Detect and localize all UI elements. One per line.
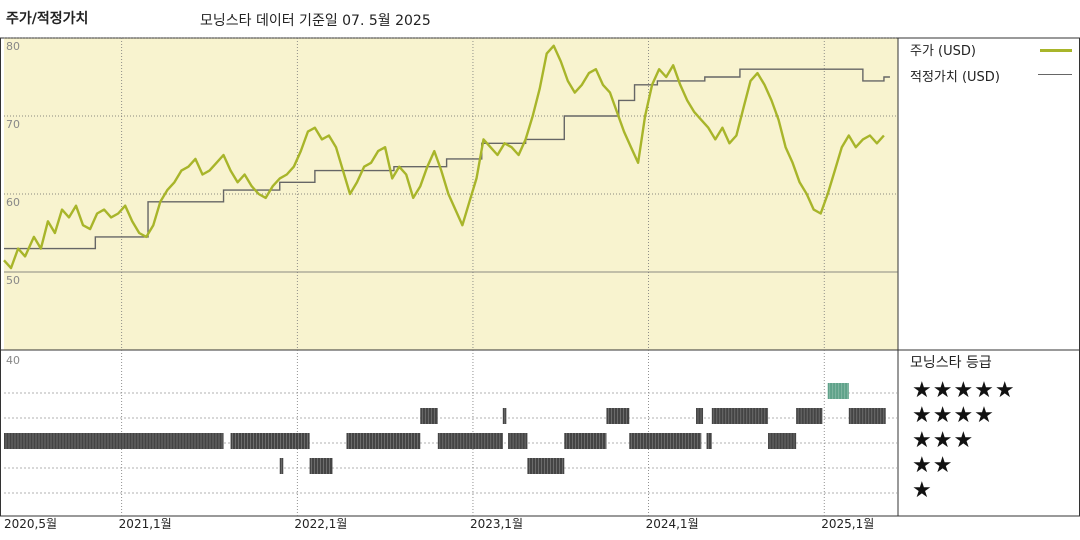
- rating-level-3: ★★★: [912, 428, 975, 453]
- chart-subtitle: 모닝스타 데이터 기준일 07. 5월 2025: [200, 13, 431, 29]
- rating-level-4: ★★★★: [912, 403, 995, 428]
- rating-bar: [706, 433, 712, 449]
- x-tick-label: 2023,1월: [470, 517, 523, 531]
- legend-price-label: 주가 (USD): [910, 44, 976, 59]
- legend-price-swatch: [1040, 49, 1072, 52]
- rating-bar: [346, 433, 421, 449]
- x-tick-label: 2020,5월: [4, 517, 57, 531]
- rating-bar: [508, 433, 528, 449]
- y-tick-label: 70: [6, 118, 20, 131]
- rating-bar: [420, 408, 438, 424]
- rating-bar: [309, 458, 333, 474]
- rating-level-5: ★★★★★: [912, 378, 1016, 403]
- rating-bar: [796, 408, 823, 424]
- rating-bar: [606, 408, 630, 424]
- rating-bar: [564, 433, 607, 449]
- legend-fair-swatch: [1038, 74, 1072, 75]
- ratings-title: 모닝스타 등급: [910, 355, 992, 371]
- rating-bar: [437, 433, 503, 449]
- y-tick-label: 80: [6, 40, 20, 53]
- rating-bar: [696, 408, 704, 424]
- y-tick-label: 40: [6, 354, 20, 367]
- rating-bar: [502, 408, 507, 424]
- chart-title: 주가/적정가치: [6, 11, 89, 27]
- x-tick-label: 2025,1월: [821, 517, 874, 531]
- rating-bar: [848, 408, 886, 424]
- y-tick-label: 50: [6, 274, 20, 287]
- rating-bar: [4, 433, 224, 449]
- price-line: [3, 44, 885, 270]
- rating-level-1: ★: [912, 478, 933, 503]
- rating-bar: [230, 433, 310, 449]
- y-tick-label: 60: [6, 196, 20, 209]
- rating-bar: [827, 383, 849, 399]
- rating-bar: [711, 408, 769, 424]
- rating-bar: [629, 433, 702, 449]
- x-tick-label: 2022,1월: [294, 517, 347, 531]
- x-tick-label: 2024,1월: [646, 517, 699, 531]
- x-tick-label: 2021,1월: [119, 517, 172, 531]
- rating-bar: [527, 458, 565, 474]
- legend-fair-label: 적정가치 (USD): [910, 70, 1000, 85]
- rating-level-2: ★★: [912, 453, 954, 478]
- rating-bar: [768, 433, 797, 449]
- rating-bar: [279, 458, 284, 474]
